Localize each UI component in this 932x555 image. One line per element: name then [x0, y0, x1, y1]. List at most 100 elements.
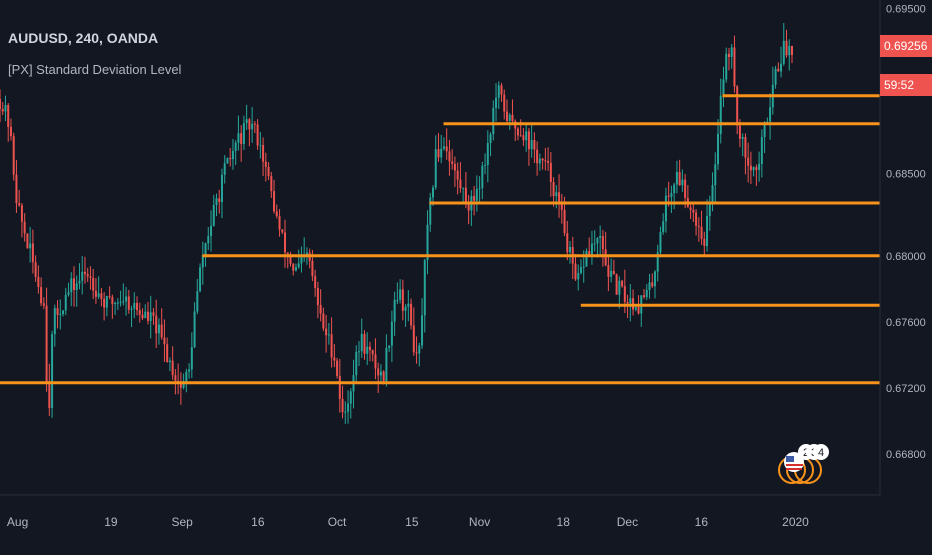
- candle: [94, 277, 97, 304]
- candle: [64, 287, 67, 316]
- candle: [462, 187, 465, 203]
- candle: [201, 241, 204, 285]
- candle: [48, 363, 51, 416]
- candle: [758, 151, 761, 182]
- candle: [522, 128, 525, 146]
- candle: [133, 292, 136, 319]
- candle: [108, 286, 111, 300]
- x-axis-ticks: Aug 19 Sep 16 Oct 15 Nov 18 Dec 16 2020: [7, 515, 809, 529]
- candle: [237, 115, 240, 151]
- candle: [262, 137, 265, 177]
- candle: [193, 302, 196, 349]
- x-tick-label: 18: [557, 515, 571, 529]
- economic-events-markers[interactable]: 2 3 4: [778, 444, 829, 484]
- candle: [20, 202, 23, 238]
- candle: [505, 99, 508, 124]
- candle: [662, 213, 665, 235]
- candle: [760, 129, 763, 178]
- candle: [451, 149, 454, 170]
- candle: [714, 152, 717, 203]
- candle: [492, 100, 495, 141]
- candle: [659, 226, 662, 258]
- candle: [533, 132, 536, 163]
- candle: [89, 266, 92, 290]
- flag-canton: [786, 456, 794, 462]
- candle: [15, 160, 18, 213]
- candle: [226, 157, 229, 164]
- candle: [664, 187, 667, 233]
- candle: [574, 253, 577, 281]
- candle: [179, 372, 182, 405]
- candle: [536, 141, 539, 176]
- y-tick-label: 0.66800: [886, 449, 926, 461]
- candle: [445, 128, 448, 160]
- candle: [434, 135, 437, 190]
- candle: [527, 128, 530, 166]
- candle: [590, 230, 593, 265]
- candle: [733, 35, 736, 93]
- candle: [610, 258, 613, 283]
- candle: [322, 307, 325, 332]
- chart-title[interactable]: AUDUSD, 240, OANDA: [8, 30, 159, 46]
- x-tick-label: Nov: [469, 515, 490, 529]
- candle: [612, 259, 615, 275]
- candle: [453, 156, 456, 187]
- candle: [275, 204, 278, 219]
- candle: [212, 194, 215, 227]
- candle: [18, 189, 21, 207]
- candle: [4, 95, 7, 122]
- candle: [549, 152, 552, 197]
- candle: [294, 263, 297, 272]
- candle: [264, 152, 267, 182]
- candle: [149, 295, 152, 339]
- candle: [538, 153, 541, 171]
- candle: [442, 137, 445, 151]
- candle: [673, 182, 676, 210]
- candle: [689, 204, 692, 219]
- candle: [278, 209, 281, 237]
- candle: [385, 334, 388, 387]
- candle: [56, 300, 59, 329]
- candle: [333, 344, 336, 368]
- candle: [12, 132, 15, 181]
- candle: [725, 47, 728, 83]
- candle: [371, 349, 374, 362]
- candle: [70, 272, 73, 307]
- candle: [188, 363, 191, 379]
- indicator-label[interactable]: [PX] Standard Deviation Level: [8, 62, 182, 77]
- candle: [547, 147, 550, 171]
- y-tick-label: 0.68000: [886, 251, 926, 263]
- candle: [29, 226, 32, 263]
- candle: [719, 78, 722, 144]
- candle: [579, 259, 582, 275]
- candle: [481, 161, 484, 200]
- candle: [555, 185, 558, 209]
- candle: [544, 147, 547, 171]
- candle: [571, 236, 574, 279]
- candle: [141, 308, 144, 321]
- candle: [697, 217, 700, 242]
- y-tick-label: 0.67600: [886, 317, 926, 329]
- candle: [569, 241, 572, 264]
- candle: [675, 160, 678, 194]
- event-badge-4[interactable]: [813, 444, 829, 460]
- candle: [336, 357, 339, 379]
- candle: [72, 266, 75, 307]
- candle: [484, 153, 487, 175]
- candle: [717, 119, 720, 170]
- candle: [681, 169, 684, 192]
- candle: [253, 121, 256, 134]
- candle: [160, 308, 163, 340]
- candle: [62, 309, 65, 317]
- x-tick-label: 15: [405, 515, 419, 529]
- candle: [558, 174, 561, 218]
- candle: [588, 237, 591, 257]
- candle: [744, 133, 747, 175]
- candle: [410, 298, 413, 330]
- candle: [344, 401, 347, 424]
- candle: [166, 337, 169, 363]
- candle: [390, 310, 393, 363]
- candle: [703, 231, 706, 256]
